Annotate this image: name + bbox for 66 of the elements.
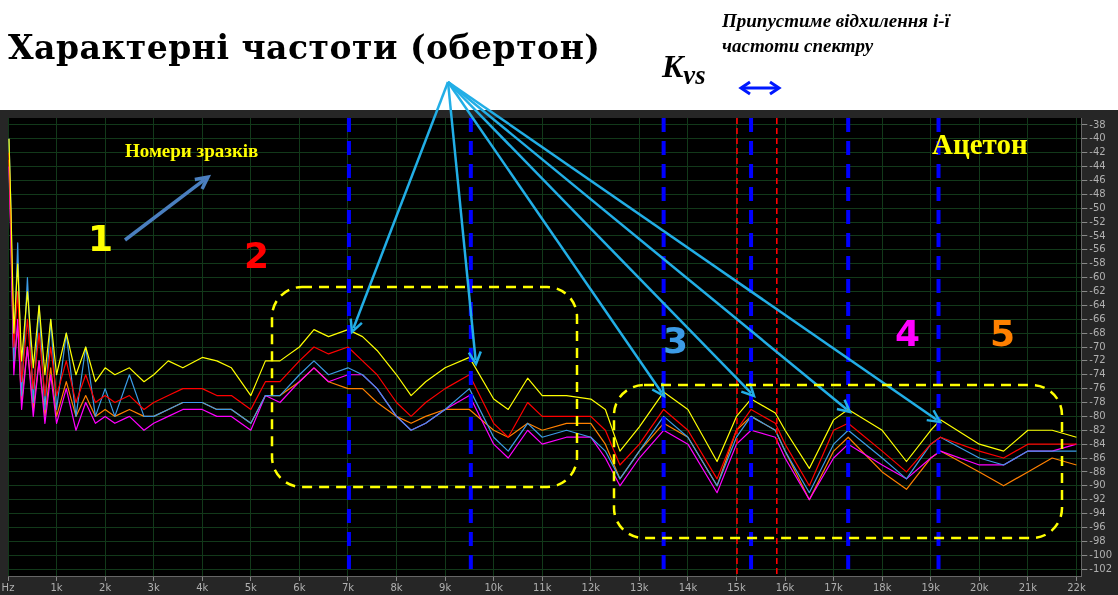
y-tick-label: -80 bbox=[1089, 409, 1106, 421]
x-tick-label: 3k bbox=[147, 581, 160, 593]
y-tick-label: -62 bbox=[1089, 285, 1106, 297]
x-tick-label: 20k bbox=[970, 581, 989, 593]
y-tick-label: -78 bbox=[1089, 396, 1106, 408]
x-tick-label: 17k bbox=[824, 581, 844, 593]
x-tick-label: 6k bbox=[293, 581, 306, 593]
x-tick-label: 19k bbox=[921, 581, 941, 593]
x-tick-label: 16k bbox=[775, 581, 795, 593]
y-tick-label: -66 bbox=[1089, 312, 1106, 324]
x-tick-label: 7k bbox=[341, 581, 355, 593]
x-tick-label: 15k bbox=[727, 581, 746, 593]
series-label: 3 bbox=[663, 320, 689, 361]
text: 4 bbox=[895, 313, 921, 354]
x-tick-label: 8k bbox=[390, 581, 403, 593]
x-tick-label: 21k bbox=[1018, 581, 1038, 593]
text: Припустиме відхилення і-ї частоти спектру bbox=[722, 9, 952, 58]
y-tick-label: -96 bbox=[1089, 521, 1106, 533]
series-label: 1 bbox=[88, 218, 114, 259]
chart-title: Характерні частоти (обертон) bbox=[8, 28, 601, 67]
y-tick-label: -88 bbox=[1089, 465, 1106, 477]
y-tick-label: -50 bbox=[1089, 201, 1106, 213]
x-tick-label: 9k bbox=[439, 581, 452, 593]
y-tick-label: -98 bbox=[1089, 534, 1106, 546]
x-tick-label: 22k bbox=[1067, 581, 1086, 593]
x-tick-label: 2k bbox=[99, 581, 112, 593]
y-tick-label: -44 bbox=[1089, 160, 1106, 172]
x-tick-label: 13k bbox=[630, 581, 649, 593]
y-tick-label: -60 bbox=[1089, 271, 1106, 283]
y-tick-label: -64 bbox=[1089, 298, 1106, 310]
x-tick-label: 1k bbox=[50, 581, 63, 593]
y-tick-label: -90 bbox=[1089, 479, 1106, 491]
y-tick-label: -72 bbox=[1089, 354, 1106, 366]
x-tick-label: Hz bbox=[1, 581, 15, 593]
x-tick-label: 5k bbox=[244, 581, 258, 593]
y-tick-label: -86 bbox=[1089, 451, 1106, 463]
y-tick-label: -48 bbox=[1089, 187, 1106, 199]
x-tick-label: 4k bbox=[196, 581, 209, 593]
x-tick-label: 14k bbox=[678, 581, 698, 593]
annotation: Номери зразків bbox=[125, 140, 259, 162]
y-tick-label: -100 bbox=[1089, 548, 1113, 560]
y-tick-label: -76 bbox=[1089, 382, 1106, 394]
y-tick-label: -46 bbox=[1089, 174, 1106, 186]
y-tick-label: -74 bbox=[1089, 368, 1106, 380]
y-tick-label: -94 bbox=[1089, 507, 1106, 519]
y-tick-label: -52 bbox=[1089, 215, 1106, 227]
y-tick-label: -42 bbox=[1089, 146, 1106, 158]
y-tick-label: -38 bbox=[1089, 118, 1106, 130]
x-tick-label: 11k bbox=[532, 581, 552, 593]
x-tick-label: 18k bbox=[872, 581, 892, 593]
text: 5 bbox=[990, 313, 1016, 354]
annotation: Ацетон bbox=[932, 128, 1028, 161]
y-tick-label: -58 bbox=[1089, 257, 1106, 269]
y-tick-label: -54 bbox=[1089, 229, 1106, 241]
y-tick-label: -82 bbox=[1089, 423, 1106, 435]
text: K$_{vs}$ bbox=[662, 48, 706, 92]
x-tick-label: 12k bbox=[581, 581, 601, 593]
y-tick-label: -70 bbox=[1089, 340, 1106, 352]
text: 2 bbox=[244, 235, 270, 276]
y-tick-label: -56 bbox=[1089, 243, 1106, 255]
y-tick-label: -40 bbox=[1089, 132, 1106, 144]
y-tick-label: -102 bbox=[1089, 562, 1113, 574]
x-tick-label: 10k bbox=[484, 581, 504, 593]
y-tick-label: -68 bbox=[1089, 326, 1106, 338]
y-tick-label: -84 bbox=[1089, 437, 1106, 449]
y-tick-label: -92 bbox=[1089, 493, 1106, 505]
